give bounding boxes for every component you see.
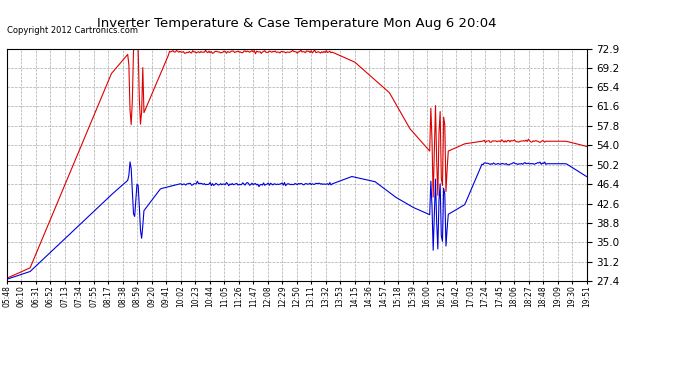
- Text: Copyright 2012 Cartronics.com: Copyright 2012 Cartronics.com: [7, 26, 138, 35]
- Text: Inverter  (°C): Inverter (°C): [531, 16, 599, 26]
- Text: Inverter Temperature & Case Temperature Mon Aug 6 20:04: Inverter Temperature & Case Temperature …: [97, 17, 496, 30]
- Text: Case  (°C): Case (°C): [453, 16, 503, 26]
